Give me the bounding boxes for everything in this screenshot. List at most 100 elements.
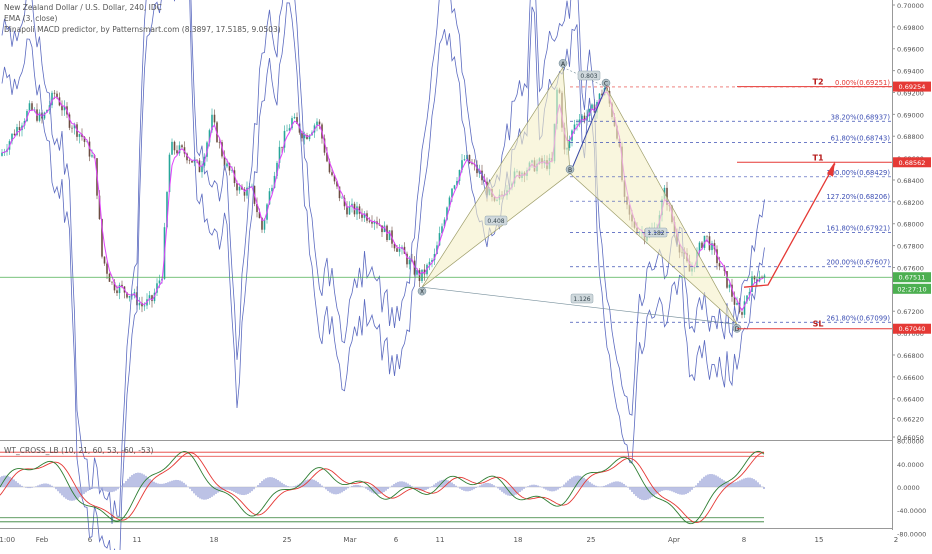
candle-body — [363, 213, 366, 218]
fib-label: 127.20%(0.68206) — [826, 193, 890, 201]
candle-body — [483, 180, 486, 182]
y-tick-label: 0.68200 — [897, 199, 924, 207]
candle-body — [183, 147, 186, 154]
y-tick-label: 0.67600 — [897, 264, 924, 272]
y-tick-label: 0.66220 — [897, 415, 924, 423]
candle-body — [78, 134, 81, 137]
candle-body — [98, 195, 101, 220]
candle-body — [431, 260, 433, 262]
candle-body — [221, 142, 223, 157]
candle-body — [81, 134, 83, 137]
pattern-xab — [421, 66, 571, 288]
x-tick-label: 18 — [514, 536, 523, 544]
chart-title: New Zealand Dollar / U.S. Dollar, 240, I… — [4, 3, 162, 12]
candle-body — [748, 291, 751, 296]
pattern-xd-line — [421, 286, 738, 325]
fib-levels: 0.00%(0.69251) 38.20%(0.68937) 61.80%(0.68… — [570, 79, 892, 323]
fib-label: 200.00%(0.67607) — [826, 259, 890, 267]
price-tag: 0.68562 — [893, 157, 931, 168]
candle-body — [211, 114, 213, 131]
candle-body — [393, 243, 396, 249]
candle-body — [43, 112, 46, 119]
candle-body — [331, 172, 333, 176]
candle-body — [753, 276, 756, 280]
candle-body — [131, 295, 133, 297]
candle-body — [46, 109, 48, 113]
y-tick-label: 0.69200 — [897, 89, 924, 97]
candle-body — [291, 118, 293, 129]
candle-body — [326, 152, 328, 162]
candle-body — [16, 127, 18, 136]
price-tag-label: 0.69254 — [899, 83, 926, 91]
candle-body — [406, 253, 408, 265]
candle-body — [28, 103, 31, 112]
candle-body — [271, 187, 273, 192]
candle-body — [751, 276, 753, 292]
candle-body — [228, 163, 231, 171]
candle-body — [396, 248, 398, 252]
ratio-box — [570, 293, 594, 304]
candle-body — [588, 108, 591, 116]
candle-body — [116, 290, 118, 294]
candle-body — [463, 159, 466, 161]
y-tick-label: 0.67200 — [897, 308, 924, 316]
wt-tick-label: 80.0000 — [897, 438, 924, 446]
candle-body — [598, 93, 601, 102]
y-tick-label: 0.68400 — [897, 177, 924, 185]
ratio-box — [577, 70, 601, 81]
price-tag-label: 0.67040 — [899, 325, 926, 333]
candle-body — [708, 236, 711, 251]
candle-body — [168, 154, 171, 193]
x-tick-label: 25 — [283, 536, 292, 544]
candle-body — [191, 160, 193, 163]
price-tag-box — [893, 157, 931, 168]
candle-body — [451, 188, 453, 198]
y-tick-label: 0.66800 — [897, 352, 924, 360]
candle-body — [416, 270, 418, 275]
candle-body — [188, 160, 191, 161]
x-tick-label: 6 — [88, 536, 93, 544]
candle-body — [61, 105, 63, 111]
candle-body — [286, 130, 288, 132]
pattern-point-label: X — [420, 289, 424, 296]
pattern-point-marker — [417, 286, 427, 296]
pattern-point: B — [565, 165, 575, 174]
candle-body — [436, 245, 438, 254]
candle-body — [261, 218, 263, 230]
y-tick-label: 0.69000 — [897, 111, 924, 119]
pattern-point-marker — [565, 165, 575, 174]
candle-body — [263, 219, 266, 230]
candle-body — [186, 153, 188, 161]
ratio-box — [484, 215, 508, 226]
price-tag: 0.67511 — [893, 272, 931, 283]
candle-body — [243, 189, 246, 196]
target-label: T2 — [812, 78, 823, 87]
candle-body — [71, 127, 73, 129]
candle-body — [178, 145, 181, 154]
fib-label: 261.80%(0.67099) — [826, 314, 890, 322]
candle-body — [13, 133, 16, 136]
candle-body — [731, 284, 733, 297]
projection-arrow — [743, 161, 836, 288]
pattern-ratio: 1.126 — [570, 293, 594, 304]
x-tick-label: 25 — [587, 536, 596, 544]
candle-body — [251, 185, 253, 187]
projection-path — [743, 163, 836, 288]
candle-body — [103, 256, 106, 264]
candle-body — [346, 206, 348, 215]
pattern-point-label: C — [604, 81, 608, 88]
candle-body — [201, 165, 203, 173]
candle-body — [206, 142, 208, 157]
candle-body — [108, 273, 111, 282]
y-tick-label: 0.66050 — [897, 434, 924, 442]
candle-body — [323, 138, 326, 153]
fib-label: 161.80%(0.67921) — [826, 224, 890, 232]
candle-body — [448, 197, 451, 208]
y-tick-label: 0.70000 — [897, 2, 924, 10]
candle-body — [181, 145, 183, 148]
candle-body — [743, 301, 746, 315]
y-tick-label: 0.69600 — [897, 46, 924, 54]
ratio-label: 0.803 — [580, 73, 597, 80]
